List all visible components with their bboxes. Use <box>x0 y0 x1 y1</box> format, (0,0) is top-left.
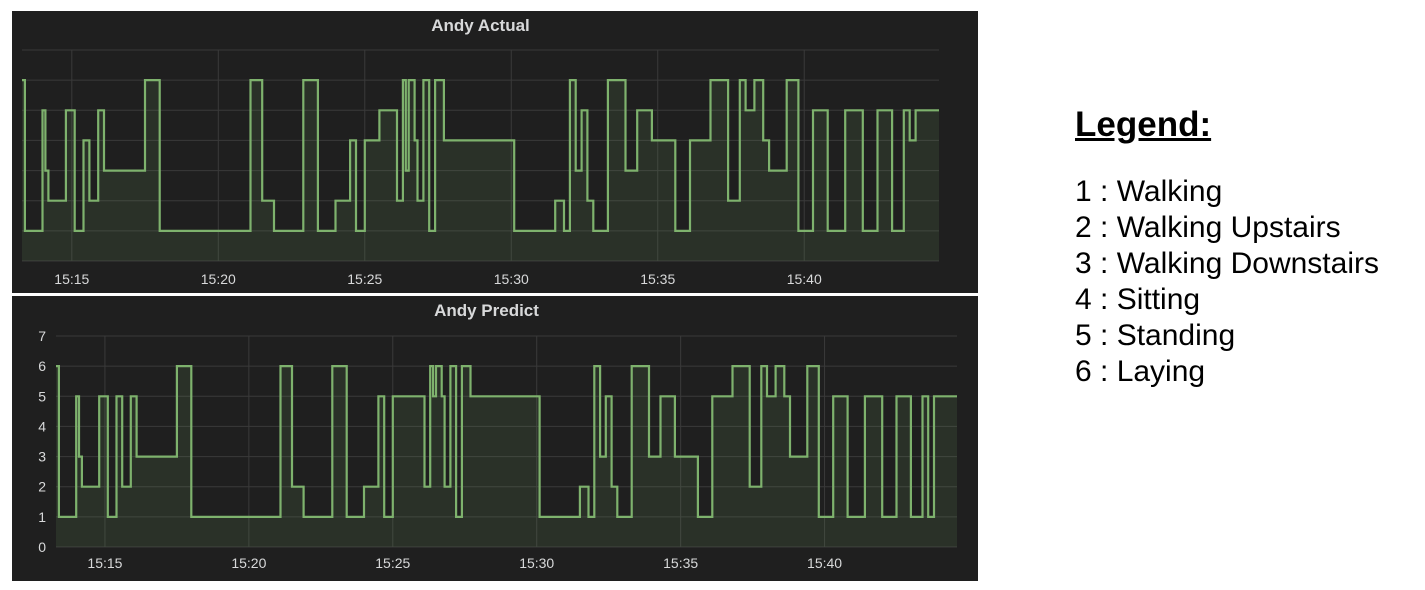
chart-title: Andy Actual <box>431 16 530 35</box>
x-tick-label: 15:35 <box>663 555 698 571</box>
legend-item-4: 4 : Sitting <box>1075 283 1201 316</box>
x-tick-label: 15:20 <box>231 555 266 571</box>
legend-item-2: 2 : Walking Upstairs <box>1075 211 1341 244</box>
x-tick-label: 15:30 <box>494 271 529 287</box>
x-tick-label: 15:40 <box>807 555 842 571</box>
actual-series-line <box>22 79 939 232</box>
x-tick-label: 15:25 <box>375 555 410 571</box>
legend-item-6: 6 : Laying <box>1075 355 1206 388</box>
y-tick-label: 0 <box>38 539 46 555</box>
y-tick-label: 5 <box>38 388 46 404</box>
x-tick-label: 15:15 <box>87 555 122 571</box>
chart-panel-predict: Andy Predict 7 6 5 4 3 2 1 0 15:15 15:20 15:25 15:30… <box>12 296 978 581</box>
y-tick-label: 1 <box>38 509 46 525</box>
y-tick-label: 4 <box>38 418 46 434</box>
legend-item-1: 1 : Walking <box>1075 175 1223 208</box>
y-tick-label: 7 <box>38 328 46 344</box>
chart-panel-actual: Andy Actual 15:15 15:20 15:25 15:30 15:35 15:4… <box>12 11 978 293</box>
x-tick-label: 15:15 <box>54 271 89 287</box>
y-tick-label: 2 <box>38 479 46 495</box>
legend: Legend: 1 : Walking 2 : Walking Upstairs… <box>1075 104 1379 390</box>
legend-title: Legend: <box>1075 105 1212 144</box>
x-tick-label: 15:35 <box>640 271 675 287</box>
x-tick-label: 15:25 <box>347 271 382 287</box>
chart-predict-svg: Andy Predict 7 6 5 4 3 2 1 0 15:15 15:20 15:25 15:30… <box>38 301 957 571</box>
legend-item-3: 3 : Walking Downstairs <box>1075 247 1379 280</box>
x-tick-label: 15:20 <box>201 271 236 287</box>
y-tick-label: 6 <box>38 358 46 374</box>
chart-title: Andy Predict <box>434 301 539 320</box>
predict-series-line <box>56 365 957 518</box>
x-tick-label: 15:30 <box>519 555 554 571</box>
chart-actual-svg: Andy Actual 15:15 15:20 15:25 15:30 15:35 15:4… <box>22 16 939 287</box>
y-tick-label: 3 <box>38 449 46 465</box>
legend-item-5: 5 : Standing <box>1075 319 1236 352</box>
x-tick-label: 15:40 <box>787 271 822 287</box>
